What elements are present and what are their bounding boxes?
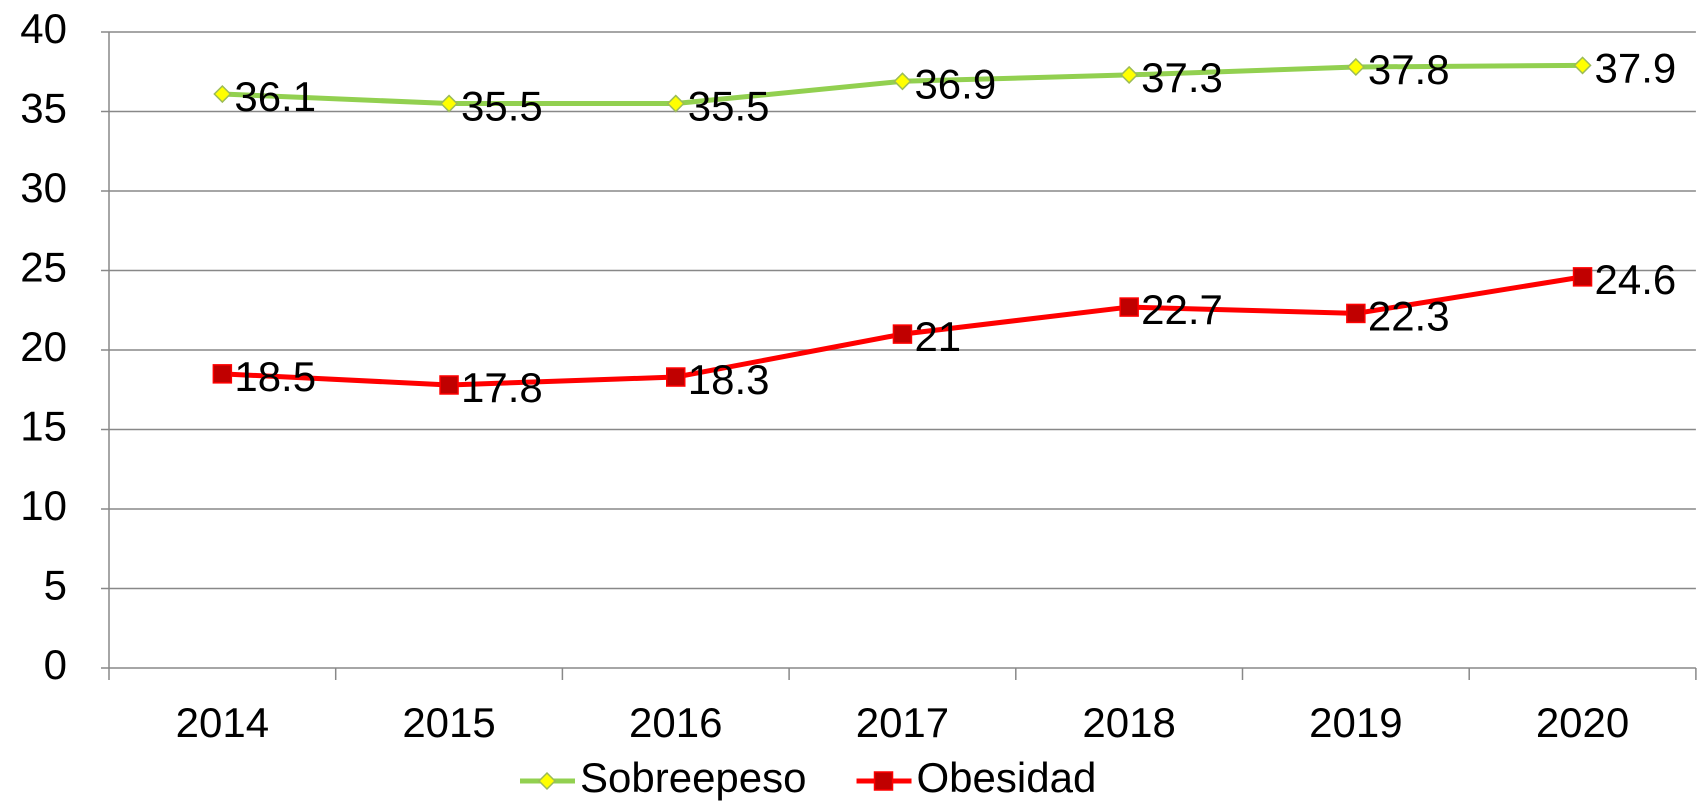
data-label: 36.1 <box>234 73 316 120</box>
marker <box>1120 65 1139 84</box>
data-label: 18.5 <box>234 353 316 400</box>
marker <box>1572 267 1593 287</box>
y-tick-label: 0 <box>44 641 67 688</box>
x-tick-label: 2014 <box>176 699 269 746</box>
data-label: 37.9 <box>1595 44 1677 91</box>
data-label: 35.5 <box>688 83 770 130</box>
data-label: 18.3 <box>688 356 770 403</box>
marker <box>439 94 459 113</box>
y-tick-label: 25 <box>20 244 67 291</box>
legend-label: Obesidad <box>917 754 1097 801</box>
x-tick-label: 2019 <box>1309 699 1402 746</box>
marker <box>537 771 557 791</box>
y-tick-label: 35 <box>20 85 67 132</box>
marker <box>666 94 685 113</box>
marker <box>212 364 233 384</box>
marker <box>873 771 894 791</box>
marker <box>213 84 232 104</box>
marker <box>1573 56 1592 75</box>
data-label: 22.7 <box>1141 286 1223 333</box>
marker <box>666 367 686 387</box>
y-tick-label: 30 <box>20 164 67 211</box>
marker <box>1119 297 1139 317</box>
x-tick-label: 2017 <box>856 699 949 746</box>
y-tick-label: 40 <box>20 5 67 52</box>
marker <box>439 375 459 395</box>
marker <box>893 72 912 91</box>
y-tick-label: 5 <box>44 562 67 609</box>
data-label: 24.6 <box>1595 256 1677 303</box>
data-label: 37.8 <box>1368 46 1450 93</box>
legend-label: Sobreepeso <box>580 754 807 801</box>
y-tick-label: 10 <box>20 482 67 529</box>
y-tick-label: 20 <box>20 323 67 370</box>
x-tick-label: 2016 <box>629 699 722 746</box>
marker <box>892 324 913 344</box>
marker <box>1346 57 1365 77</box>
x-tick-label: 2018 <box>1082 699 1175 746</box>
data-label: 21 <box>914 313 961 360</box>
data-label: 17.8 <box>461 364 543 411</box>
data-label: 22.3 <box>1368 293 1450 340</box>
y-tick-label: 15 <box>20 403 67 450</box>
x-tick-label: 2020 <box>1536 699 1629 746</box>
data-label: 35.5 <box>461 83 543 130</box>
x-tick-label: 2015 <box>402 699 495 746</box>
marker <box>1346 303 1366 324</box>
data-label: 37.3 <box>1141 54 1223 101</box>
data-label: 36.9 <box>914 60 996 107</box>
